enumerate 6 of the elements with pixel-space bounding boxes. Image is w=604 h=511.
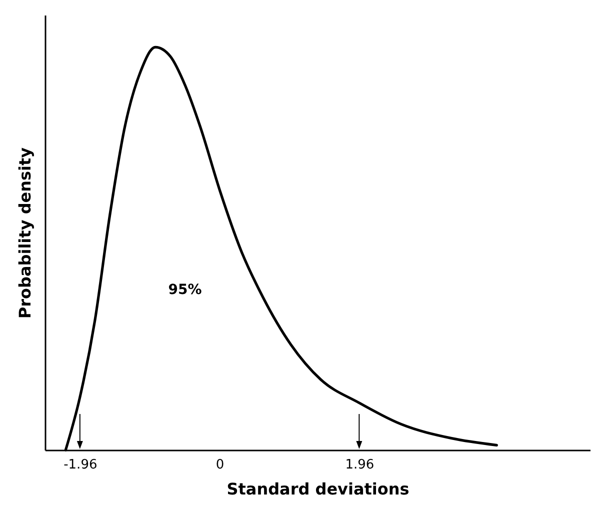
x-tick-label: 0 bbox=[216, 458, 224, 472]
x-tick-label: 1.96 bbox=[345, 458, 374, 472]
annotation: 95% bbox=[168, 282, 202, 298]
x-axis-title: Standard deviations bbox=[226, 480, 410, 498]
y-axis-title: Probability density bbox=[16, 146, 34, 319]
x-tick-label: -1.96 bbox=[64, 458, 98, 472]
